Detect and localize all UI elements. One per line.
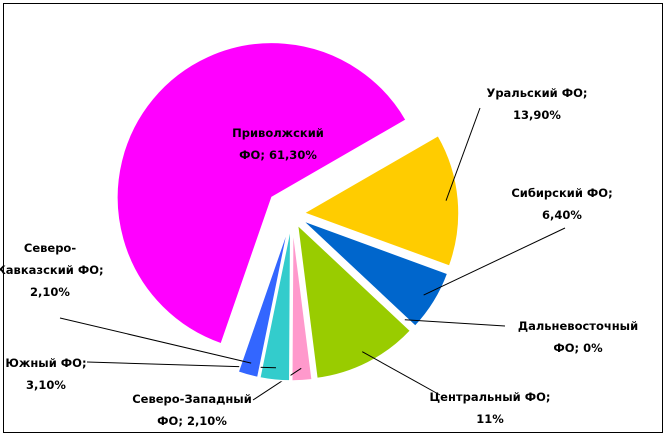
data-label-line: Южный ФО; [5,356,86,370]
data-label-line: Кавказский ФО; [0,263,104,277]
leader-line [362,351,441,396]
data-label: Приволжский ФО; 61,30% [232,126,324,162]
pie-slice [302,134,460,268]
leader-line [423,227,566,296]
data-label: Центральный ФО; 11% [430,390,551,426]
leader-line [404,319,506,327]
data-label: Уральский ФО; 13,90% [486,86,587,122]
data-label: Дальневосточный ФО; 0% [518,319,638,355]
data-label: Южный ФО; 3,10% [5,356,86,392]
data-label-line: Северо-Западный [132,392,252,406]
leader-line [252,367,302,401]
data-label-line: ФО; 61,30% [239,148,317,162]
leader-line [445,107,481,201]
leader-line [59,317,252,364]
data-label-line: 3,10% [26,378,66,392]
pie-slice [290,225,314,382]
data-label-line: Сибирский ФО; [511,186,612,200]
pie-slice [258,225,292,382]
data-label: Северо- Кавказский ФО; 2,10% [0,241,104,299]
data-label-line: Дальневосточный [518,319,638,333]
data-label: Сибирский ФО; 6,40% [511,186,612,222]
data-label-line: 6,40% [542,208,582,222]
data-label-line: Уральский ФО; [486,86,587,100]
pie-slice [116,41,408,345]
pie-slice [296,222,412,380]
data-label-line: ФО; 0% [553,341,603,355]
data-label-line: 11% [476,412,504,426]
pie-slice [301,219,449,328]
pie-slice [237,225,290,379]
data-label-line: 13,90% [513,108,561,122]
data-label-line: Северо- [24,241,76,255]
data-label-line: ФО; 2,10% [157,414,227,428]
data-label: Северо-Западный ФО; 2,10% [132,392,252,428]
data-label-line: 2,10% [30,285,70,299]
data-label-line: Приволжский [232,126,324,140]
data-label-line: Центральный ФО; [430,390,551,404]
